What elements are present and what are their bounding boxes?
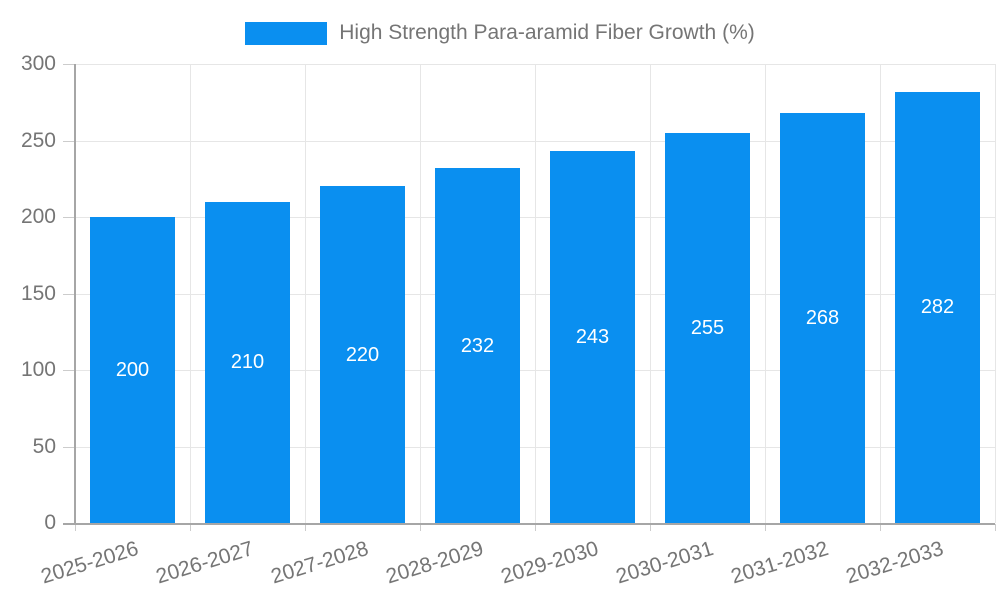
x-tick-label: 2032-2033 (843, 537, 947, 589)
x-axis-tick (995, 524, 996, 531)
x-tick-label: 2026-2027 (153, 537, 257, 589)
x-axis-tick (880, 524, 881, 531)
gridline-vertical (880, 64, 881, 523)
bar[interactable]: 200 (90, 217, 175, 523)
x-axis-tick (305, 524, 306, 531)
x-axis-tick (420, 524, 421, 531)
bar-value-label: 255 (690, 316, 725, 339)
bar-value-label: 232 (460, 334, 495, 357)
legend-swatch (245, 21, 328, 45)
gridline-vertical (190, 64, 191, 523)
x-axis-tick (190, 524, 191, 531)
y-axis-tick (63, 293, 75, 295)
x-axis-tick (765, 524, 766, 531)
x-tick-label: 2030-2031 (613, 537, 717, 589)
y-axis-tick (63, 523, 75, 524)
bar-value-label: 282 (920, 296, 955, 319)
bar[interactable]: 243 (550, 151, 635, 523)
gridline-vertical (420, 64, 421, 523)
bar-value-label: 210 (230, 351, 265, 374)
y-tick-label: 150 (20, 281, 56, 305)
chart-legend[interactable]: High Strength Para-aramid Fiber Growth (… (0, 21, 1000, 45)
x-tick-label: 2027-2028 (268, 537, 372, 589)
y-tick-label: 300 (20, 52, 56, 75)
x-axis-tick (535, 524, 536, 531)
y-axis-tick (63, 140, 75, 142)
y-tick-label: 200 (20, 205, 56, 228)
y-axis-line (74, 64, 76, 523)
y-tick-label: 0 (44, 511, 56, 534)
y-axis-tick (63, 370, 75, 371)
bar[interactable]: 268 (780, 112, 865, 523)
y-axis-tick (63, 64, 75, 65)
bar-value-label: 268 (805, 306, 840, 329)
x-tick-label: 2031-2032 (728, 537, 832, 589)
x-tick-label: 2025-2026 (38, 537, 142, 589)
y-tick-label: 250 (20, 128, 56, 152)
bar-value-label: 220 (345, 343, 380, 366)
gridline-horizontal (75, 64, 995, 65)
x-tick-label: 2029-2030 (498, 537, 602, 589)
bar-value-label: 243 (575, 326, 610, 349)
y-axis-tick (63, 217, 75, 218)
legend-label: High Strength Para-aramid Fiber Growth (… (339, 21, 755, 44)
x-tick-label: 2028-2029 (383, 537, 487, 589)
gridline-vertical (305, 64, 306, 523)
gridline-vertical (535, 64, 536, 523)
bar-value-label: 200 (115, 359, 150, 381)
y-tick-label: 100 (20, 358, 56, 381)
gridline-vertical (995, 64, 996, 523)
gridline-vertical (765, 64, 766, 523)
bar[interactable]: 255 (665, 132, 750, 523)
bar[interactable]: 220 (320, 186, 405, 523)
x-axis-line (63, 523, 995, 525)
x-axis-tick (650, 524, 651, 531)
x-axis-tick (75, 524, 76, 531)
bar[interactable]: 282 (895, 91, 980, 523)
gridline-vertical (650, 64, 651, 523)
y-axis-tick (63, 446, 75, 448)
bar[interactable]: 210 (205, 201, 290, 523)
bar[interactable]: 232 (435, 168, 520, 523)
y-tick-label: 50 (32, 434, 56, 458)
